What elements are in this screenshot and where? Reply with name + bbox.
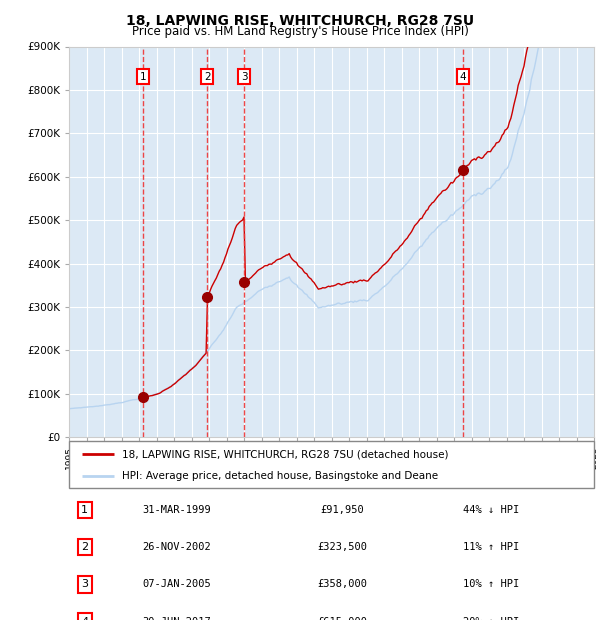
Text: 3: 3: [81, 579, 88, 590]
Text: 26-NOV-2002: 26-NOV-2002: [143, 542, 211, 552]
Text: 11% ↑ HPI: 11% ↑ HPI: [463, 542, 519, 552]
Text: 18, LAPWING RISE, WHITCHURCH, RG28 7SU: 18, LAPWING RISE, WHITCHURCH, RG28 7SU: [126, 14, 474, 28]
Text: 2: 2: [81, 542, 88, 552]
Text: £91,950: £91,950: [320, 505, 364, 515]
Text: 3: 3: [241, 72, 248, 82]
Text: 10% ↑ HPI: 10% ↑ HPI: [463, 579, 519, 590]
Text: 07-JAN-2005: 07-JAN-2005: [143, 579, 211, 590]
Text: 44% ↓ HPI: 44% ↓ HPI: [463, 505, 519, 515]
Text: £358,000: £358,000: [317, 579, 367, 590]
Text: 30-JUN-2017: 30-JUN-2017: [143, 616, 211, 620]
Text: £323,500: £323,500: [317, 542, 367, 552]
Text: HPI: Average price, detached house, Basingstoke and Deane: HPI: Average price, detached house, Basi…: [121, 471, 437, 481]
Text: 18, LAPWING RISE, WHITCHURCH, RG28 7SU (detached house): 18, LAPWING RISE, WHITCHURCH, RG28 7SU (…: [121, 450, 448, 459]
Text: 4: 4: [81, 616, 88, 620]
Text: 2: 2: [204, 72, 211, 82]
Text: 1: 1: [140, 72, 146, 82]
Text: Price paid vs. HM Land Registry's House Price Index (HPI): Price paid vs. HM Land Registry's House …: [131, 25, 469, 38]
Text: 4: 4: [460, 72, 466, 82]
Text: 20% ↑ HPI: 20% ↑ HPI: [463, 616, 519, 620]
Text: 1: 1: [81, 505, 88, 515]
Text: £615,000: £615,000: [317, 616, 367, 620]
Text: 31-MAR-1999: 31-MAR-1999: [143, 505, 211, 515]
